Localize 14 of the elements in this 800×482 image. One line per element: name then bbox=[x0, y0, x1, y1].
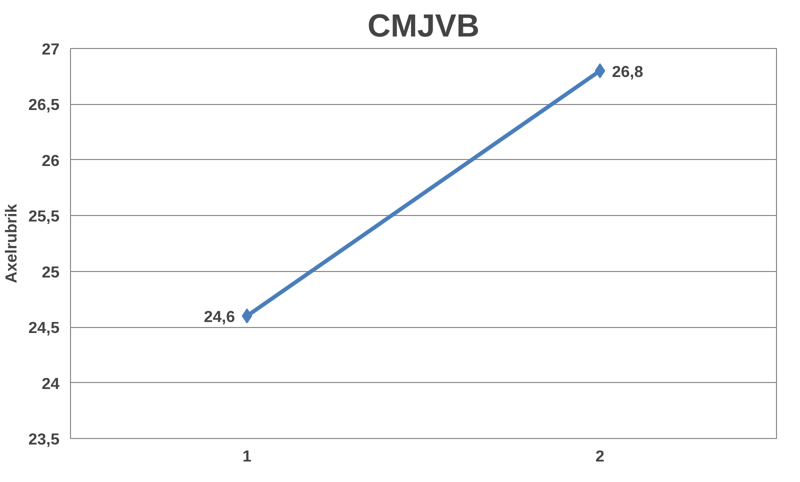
y-tick-label: 24 bbox=[42, 376, 60, 393]
data-label: 26,8 bbox=[612, 64, 644, 81]
chart-title: CMJVB bbox=[367, 8, 480, 44]
y-axis-title: Axelrubrik bbox=[3, 204, 20, 284]
y-tick-label: 25,5 bbox=[28, 208, 60, 226]
y-tick-label: 26 bbox=[42, 152, 60, 170]
y-tick-label: 23,5 bbox=[28, 432, 60, 448]
y-tick-label: 27 bbox=[42, 42, 60, 58]
y-tick-label: 25 bbox=[42, 264, 60, 282]
y-tick-label: 24,5 bbox=[28, 320, 60, 338]
x-tick-label: 1 bbox=[242, 448, 252, 466]
y-tick-label: 26,5 bbox=[28, 97, 60, 114]
x-tick-label: 2 bbox=[596, 448, 605, 466]
data-label: 24,6 bbox=[204, 308, 236, 326]
